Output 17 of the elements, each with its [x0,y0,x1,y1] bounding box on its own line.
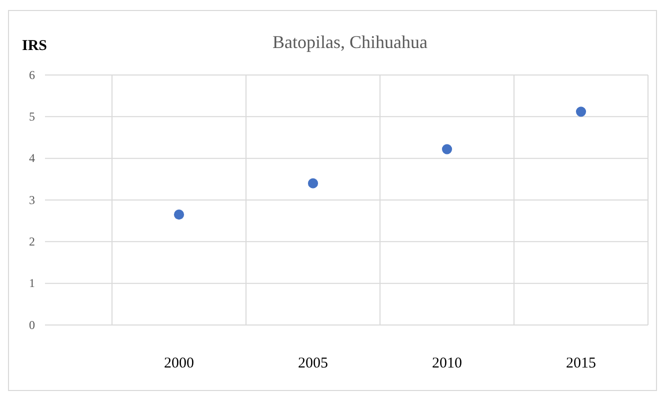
x-tick-label: 2015 [566,356,596,372]
y-tick-label: 6 [29,68,35,82]
y-tick-label: 3 [29,192,35,207]
point [174,210,184,220]
y-tick-label: 4 [29,151,35,166]
y-tick-label: 1 [29,276,35,290]
point [576,106,586,117]
y-tick-label: 5 [29,110,35,124]
y-tick-label: 0 [29,318,35,332]
y-tick-label: 2 [29,234,35,249]
x-tick-label: 2005 [298,356,328,372]
chart-title: Batopilas, Chihuahua [272,32,428,52]
x-tick-label: 2000 [164,356,194,372]
y-axis-title: IRS [22,38,48,54]
x-tick-label: 2010 [432,356,462,372]
point [442,144,452,154]
point [308,178,318,188]
